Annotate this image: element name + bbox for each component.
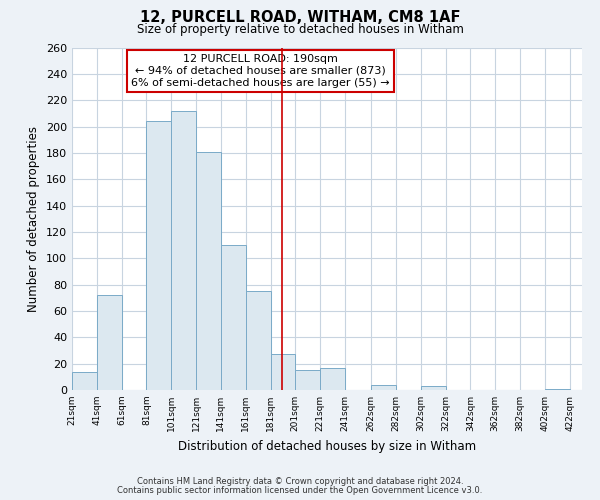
Bar (146, 122, 171, 390)
Text: 12 PURCELL ROAD: 190sqm
← 94% of detached houses are smaller (873)
6% of semi-de: 12 PURCELL ROAD: 190sqm ← 94% of detache… (131, 54, 390, 88)
Bar (295, 370, 320, 390)
Bar (221, 245, 246, 390)
Text: Contains HM Land Registry data © Crown copyright and database right 2024.: Contains HM Land Registry data © Crown c… (137, 477, 463, 486)
Bar (72, 372, 97, 390)
Bar (371, 384, 396, 390)
Bar (171, 110, 196, 390)
Bar (246, 291, 271, 390)
Y-axis label: Number of detached properties: Number of detached properties (28, 126, 40, 312)
Bar (421, 386, 446, 390)
Text: Contains public sector information licensed under the Open Government Licence v3: Contains public sector information licen… (118, 486, 482, 495)
X-axis label: Distribution of detached houses by size in Witham: Distribution of detached houses by size … (178, 440, 476, 452)
Bar (545, 388, 569, 390)
Bar (196, 152, 221, 390)
Bar (271, 354, 295, 390)
Text: Size of property relative to detached houses in Witham: Size of property relative to detached ho… (137, 22, 463, 36)
Text: 12, PURCELL ROAD, WITHAM, CM8 1AF: 12, PURCELL ROAD, WITHAM, CM8 1AF (140, 10, 460, 25)
Bar (97, 295, 122, 390)
Bar (320, 368, 345, 390)
